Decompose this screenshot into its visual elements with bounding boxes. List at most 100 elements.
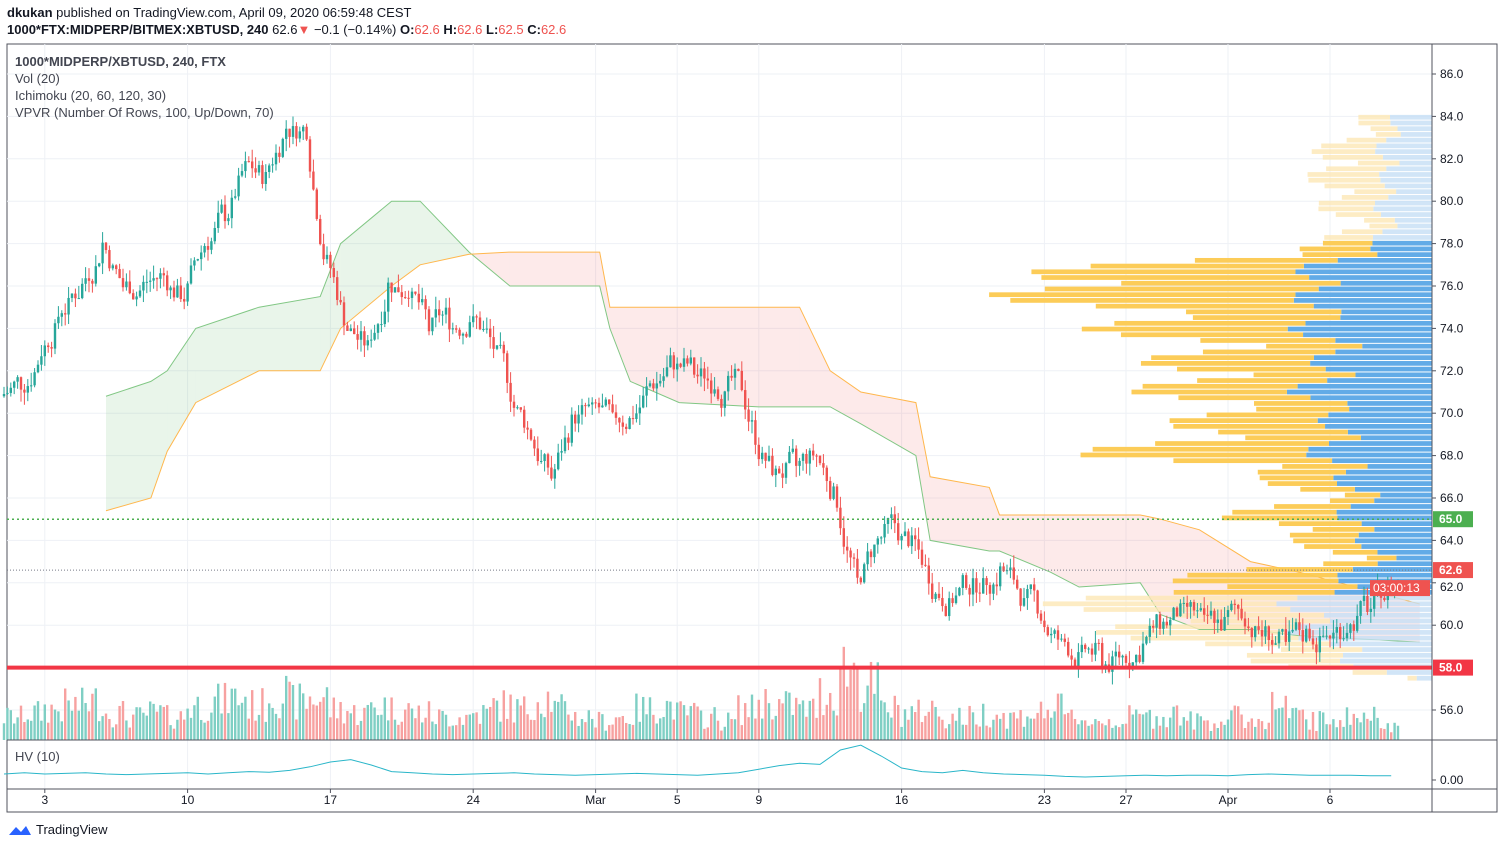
candle-body	[16, 377, 19, 382]
vpvr-up-bar	[1361, 544, 1432, 549]
high-value: 62.6	[457, 22, 483, 37]
candle-body	[373, 332, 376, 340]
vpvr-up-bar	[1325, 366, 1432, 372]
volume-bar	[1077, 724, 1080, 740]
candle-body	[1305, 628, 1308, 642]
candle-body	[818, 455, 822, 464]
vpvr-down-bar	[1115, 624, 1296, 630]
countdown-badge	[1370, 580, 1430, 597]
volume-bar	[1084, 720, 1087, 740]
legend-ichimoku[interactable]: Ichimoku (20, 60, 120, 30)	[15, 88, 167, 103]
legend-vpvr[interactable]: VPVR (Number Of Rows, 100, Up/Down, 70)	[15, 105, 274, 120]
candle-body	[305, 126, 308, 140]
volume-bar	[444, 714, 448, 740]
volume-bar	[1383, 728, 1386, 740]
candle-body	[30, 385, 33, 387]
candle-body	[33, 372, 36, 386]
candle-body	[50, 347, 53, 349]
y-tick-label: 62.0	[1440, 580, 1464, 594]
candle-body	[1016, 579, 1019, 589]
vpvr-up-bar	[1287, 326, 1432, 332]
author[interactable]: dkukan	[7, 5, 53, 20]
volume-bar	[339, 702, 342, 740]
candle-body	[1274, 643, 1277, 645]
candle-body	[1349, 624, 1352, 633]
volume-bar	[373, 707, 376, 740]
vpvr-down-bar	[1151, 355, 1314, 361]
volume-bar	[523, 696, 526, 740]
candle-body	[1165, 621, 1168, 626]
candle-body	[727, 375, 730, 392]
vpvr-down-bar	[1090, 263, 1304, 269]
candle-body	[203, 246, 206, 253]
publish-info: dkukan published on TradingView.com, Apr…	[7, 5, 411, 20]
vpvr-up-bar	[1310, 395, 1432, 401]
candle-body	[1026, 589, 1029, 599]
volume-bar	[679, 701, 682, 740]
volume-bar	[1362, 712, 1366, 740]
legend-hv[interactable]: HV (10)	[15, 749, 60, 764]
candle-body	[866, 551, 869, 565]
candle-body	[1257, 626, 1260, 630]
candle-body	[883, 523, 886, 538]
candle-body	[281, 138, 284, 157]
candle-body	[910, 535, 913, 547]
vpvr-up-bar	[1340, 315, 1432, 320]
vpvr-down-bar	[1142, 383, 1298, 389]
candle-body	[1073, 659, 1077, 668]
candle-body	[1182, 602, 1185, 604]
y-tick-label: 80.0	[1440, 194, 1464, 208]
candle-body	[961, 575, 964, 588]
legend-symbol[interactable]: 1000*MIDPERP/XBTUSD, 240, FTX	[15, 54, 226, 69]
vpvr-up-bar	[1350, 504, 1432, 509]
vpvr-up-bar	[1341, 309, 1432, 315]
candle-body	[295, 126, 298, 139]
candle-body	[162, 273, 165, 276]
ichimoku-cloud-segment	[989, 487, 1000, 551]
volume-bar	[421, 722, 424, 740]
ichimoku-cloud-segment	[609, 307, 631, 382]
volume-bar	[312, 704, 315, 740]
candle-body	[461, 333, 465, 336]
volume-bar	[893, 695, 896, 740]
candle-body	[948, 598, 951, 617]
volume-bar	[206, 720, 210, 740]
vpvr-up-bar	[1340, 658, 1432, 664]
candle-body	[1118, 651, 1121, 658]
volume-bar	[1165, 727, 1168, 740]
tradingview-logo[interactable]: TradingView	[8, 822, 108, 837]
vpvr-down-bar	[1173, 589, 1335, 595]
candle-body	[1124, 655, 1128, 663]
candle-body	[965, 575, 968, 588]
volume-bar	[298, 683, 301, 740]
vpvr-down-bar	[1278, 521, 1362, 527]
volume-bar	[155, 711, 159, 740]
candle-body	[982, 578, 985, 594]
candle-body	[60, 313, 63, 317]
vpvr-down-bar	[1267, 481, 1338, 486]
vpvr-down-bar	[1178, 395, 1311, 401]
legend-volume[interactable]: Vol (20)	[15, 71, 60, 86]
x-tick-label: Apr	[1219, 793, 1238, 807]
candle-body	[315, 189, 318, 219]
volume-bar	[621, 715, 624, 740]
candle-body	[696, 374, 699, 377]
candle-body	[1179, 603, 1182, 617]
candle-body	[1097, 642, 1100, 644]
volume-bar	[387, 720, 390, 740]
volume-bar	[954, 720, 958, 740]
volume-bar	[1016, 718, 1019, 740]
volume-bar	[985, 725, 988, 740]
candle-body	[1240, 608, 1243, 619]
candle-body	[227, 218, 230, 222]
candle-body	[992, 584, 995, 594]
vpvr-down-bar	[1300, 486, 1355, 492]
vpvr-up-bar	[1382, 154, 1432, 160]
volume-bar	[1332, 719, 1335, 740]
ichimoku-cloud-segment	[1050, 514, 1080, 588]
candle-body	[526, 427, 529, 430]
vpvr-up-bar	[1362, 647, 1432, 652]
candle-body	[842, 528, 845, 547]
ichimoku-cloud-segment	[106, 381, 151, 511]
